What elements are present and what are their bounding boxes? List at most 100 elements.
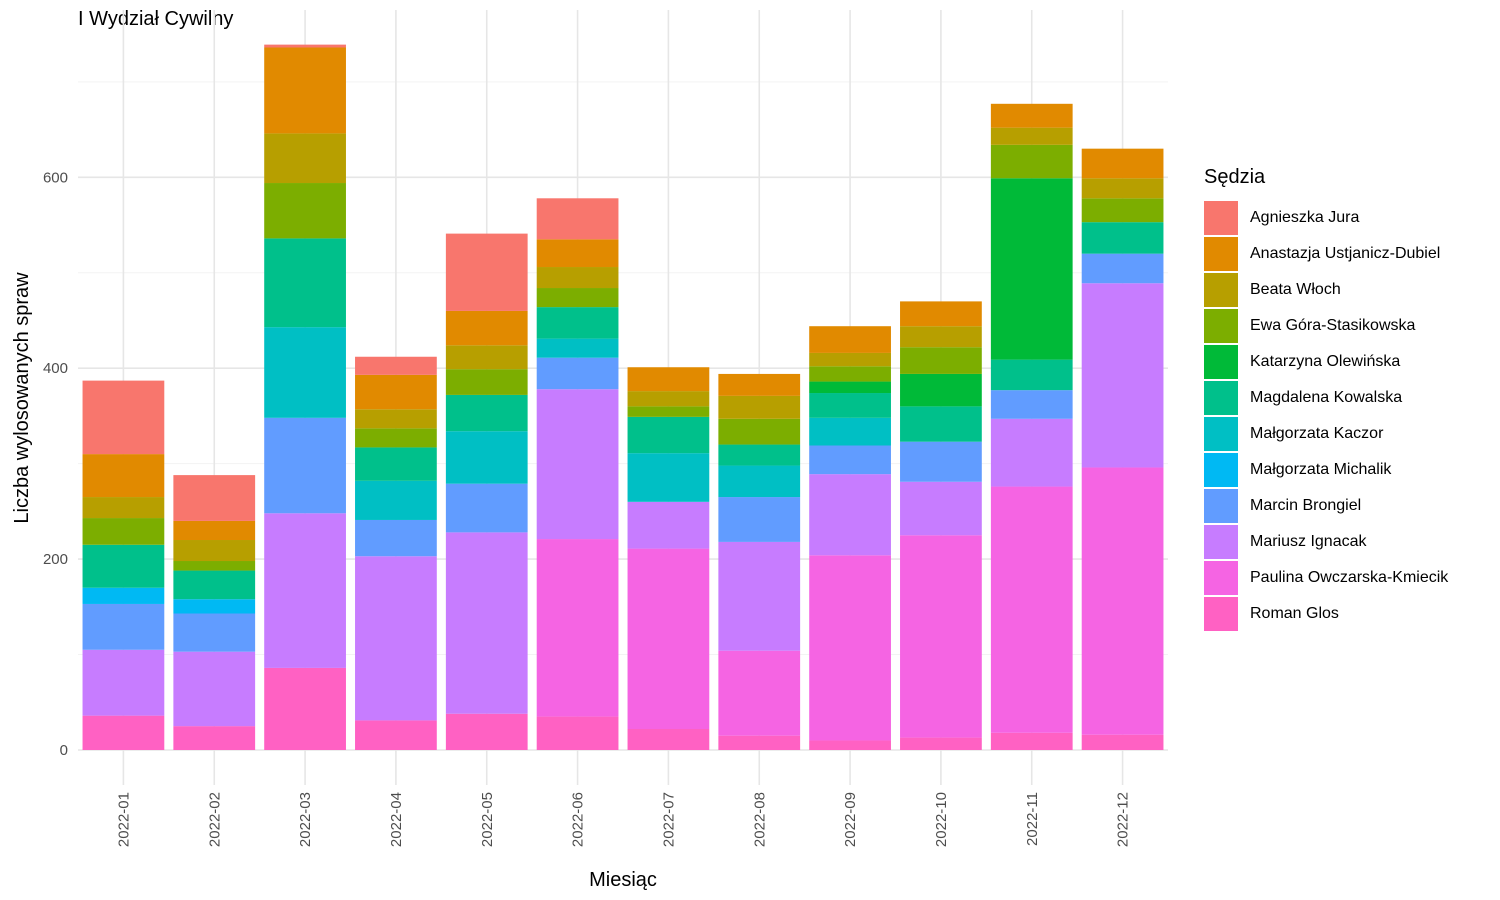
legend-item: Ewa Góra-Stasikowska — [1204, 308, 1448, 344]
bar-segment — [990, 144, 1073, 179]
legend-label: Magdalena Kowalska — [1250, 389, 1403, 406]
x-tick-label: 2022-05 — [479, 792, 496, 847]
bar-segment — [264, 183, 346, 239]
bar-segment — [809, 474, 891, 556]
bar-segment — [1081, 148, 1164, 179]
legend-item: Roman Glos — [1204, 596, 1448, 632]
legend-item: Magdalena Kowalska — [1204, 380, 1448, 416]
bar-segment — [445, 345, 528, 370]
legend-key — [1204, 237, 1238, 271]
bar-segment — [718, 465, 801, 498]
bar-segment — [264, 667, 346, 750]
bar-segment — [536, 357, 619, 390]
bar-segment — [355, 447, 437, 481]
bar-segment — [536, 239, 619, 268]
bar-segment — [990, 127, 1073, 145]
bar-segment — [809, 417, 891, 446]
legend-key — [1204, 453, 1238, 487]
legend-label: Beata Włoch — [1250, 281, 1341, 298]
bar-segment — [627, 416, 710, 454]
bar-segment — [718, 418, 801, 445]
legend-key — [1204, 201, 1238, 235]
bar-segment — [536, 539, 619, 717]
x-axis-title: Miesiąc — [589, 869, 657, 891]
x-tick-label: 2022-09 — [842, 792, 859, 847]
legend-label: Roman Glos — [1250, 605, 1339, 622]
x-tick-label: 2022-12 — [1115, 792, 1132, 847]
bar-segment — [264, 327, 346, 418]
bar-segment — [173, 520, 256, 541]
bar-segment — [990, 732, 1073, 750]
bar-segment — [718, 650, 801, 736]
bar-segment — [809, 393, 891, 418]
bar-segment — [264, 44, 346, 48]
y-axis-title: Liczba wylosowanych spraw — [11, 272, 33, 524]
bar-segment — [990, 359, 1073, 391]
legend-key — [1204, 345, 1238, 379]
bar-segment — [82, 603, 165, 650]
bar-segment — [809, 740, 891, 750]
bar-segment — [82, 715, 165, 750]
bar-segment — [355, 519, 437, 557]
bar-segment — [627, 406, 710, 417]
legend-item: Paulina Owczarska-Kmiecik — [1204, 560, 1448, 596]
bar-segment — [990, 103, 1073, 128]
x-tick-label: 2022-11 — [1024, 792, 1041, 846]
bar-segment — [82, 544, 165, 588]
y-tick-label: 200 — [43, 551, 68, 568]
legend-label: Katarzyna Olewińska — [1250, 353, 1401, 370]
bar-segment — [1081, 467, 1164, 735]
bar-segment — [990, 418, 1073, 487]
bar-segment — [990, 178, 1073, 360]
legend-key — [1204, 417, 1238, 451]
bar-segment — [900, 301, 982, 327]
bar-segment — [173, 540, 256, 562]
bar-segment — [900, 481, 982, 536]
bar-segment — [355, 428, 437, 448]
legend-label: Małgorzata Michalik — [1250, 461, 1392, 478]
legend-label: Anastazja Ustjanicz-Dubiel — [1250, 245, 1441, 262]
legend-key — [1204, 309, 1238, 343]
legend-item: Małgorzata Kaczor — [1204, 416, 1448, 452]
x-tick-label: 2022-10 — [933, 792, 950, 847]
bar-segment — [1081, 222, 1164, 254]
bar-segment — [264, 417, 346, 514]
bar-segment — [900, 373, 982, 407]
bar-segment — [173, 475, 256, 521]
legend-items: Agnieszka Jura Anastazja Ustjanicz-Dubiel… — [1204, 200, 1448, 632]
bar-segment — [809, 445, 891, 475]
legend-label: Marcin Brongiel — [1250, 497, 1362, 514]
bar-segment — [355, 556, 437, 721]
x-tick-label: 2022-04 — [388, 792, 405, 847]
x-tick-label: 2022-06 — [570, 792, 587, 847]
y-tick-label: 0 — [60, 742, 68, 759]
bar-segment — [627, 548, 710, 730]
bar-segment — [264, 133, 346, 184]
bar-segment — [718, 373, 801, 396]
bars — [82, 44, 1164, 750]
bar-segment — [718, 395, 801, 419]
bar-segment — [173, 570, 256, 600]
legend-label: Mariusz Ignacak — [1250, 533, 1367, 550]
legend-item: Katarzyna Olewińska — [1204, 344, 1448, 380]
bar-segment — [445, 394, 528, 432]
bar-segment — [173, 599, 256, 614]
bar-segment — [355, 409, 437, 429]
legend-key — [1204, 561, 1238, 595]
bar-segment — [900, 441, 982, 482]
bar-segment — [536, 198, 619, 240]
legend-label: Małgorzata Kaczor — [1250, 425, 1384, 442]
y-tick-label: 600 — [43, 169, 68, 186]
legend-item: Małgorzata Michalik — [1204, 452, 1448, 488]
bar-segment — [536, 307, 619, 339]
bar-segment — [627, 391, 710, 407]
bar-segment — [355, 374, 437, 410]
bar-segment — [718, 735, 801, 750]
x-tick-label: 2022-07 — [660, 792, 677, 847]
bar-segment — [355, 356, 437, 375]
bar-segment — [809, 366, 891, 382]
legend-item: Marcin Brongiel — [1204, 488, 1448, 524]
bar-segment — [173, 613, 256, 652]
bar-segment — [82, 380, 165, 455]
bar-segment — [718, 497, 801, 542]
